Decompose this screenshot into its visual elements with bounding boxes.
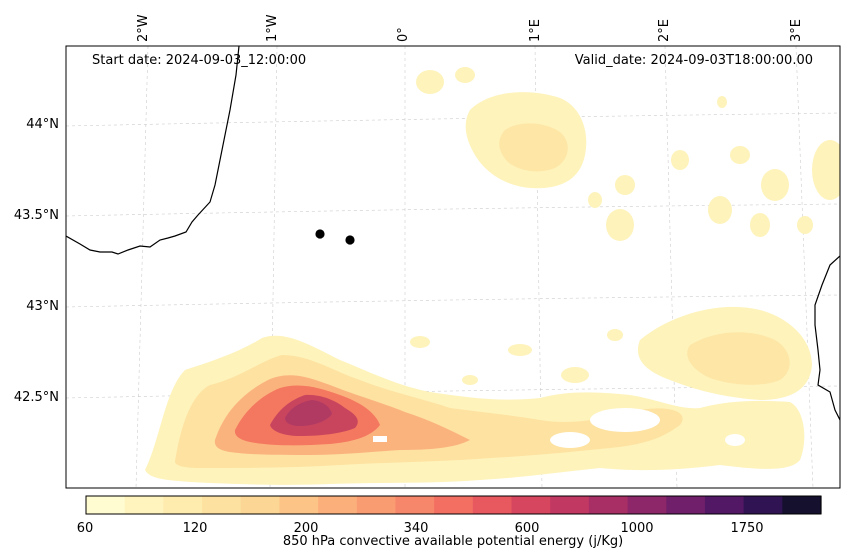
- cape-gaps: [373, 408, 745, 448]
- cape-region-east-inner: [687, 332, 790, 385]
- colorbar-frame: [85, 495, 822, 515]
- colorbar-segment: [163, 496, 203, 514]
- cape-region-north-inner: [499, 123, 568, 172]
- colorbar-segment: [356, 496, 397, 514]
- colorbar-segment: [202, 496, 242, 514]
- colorbar-segment: [86, 496, 126, 514]
- meridian-3e: [795, 46, 814, 488]
- colorbar-label: 850 hPa convective available potential e…: [283, 534, 623, 549]
- coastline-west: [66, 46, 240, 255]
- colorbar-segment: [472, 496, 513, 514]
- colorbar-segment: [666, 496, 706, 514]
- lat-label-44n: 44°N: [26, 117, 59, 132]
- map-frame: [65, 45, 841, 489]
- colorbar-segment: [743, 496, 783, 514]
- colorbar-segment: [511, 496, 551, 514]
- colorbar-segment: [395, 496, 435, 514]
- colorbar-tick-labels: 60 120 200 340 600 1000 1750: [77, 521, 764, 536]
- colorbar-segment: [588, 496, 629, 514]
- colorbar-tick-60: 60: [77, 521, 94, 536]
- parallel-43-5n: [66, 203, 840, 217]
- colorbar-tick-1750: 1750: [730, 521, 763, 536]
- lat-label-42-5n: 42.5°N: [14, 390, 59, 405]
- longitude-labels: 2°W 1°W 0° 1°E 2°E 3°E: [136, 14, 804, 42]
- lat-label-43n: 43°N: [26, 299, 59, 314]
- colorbar-tick-200: 200: [294, 521, 319, 536]
- lon-label-1w: 1°W: [265, 14, 280, 42]
- cape-scattered-patches: [410, 67, 840, 385]
- colorbar-segment: [124, 496, 164, 514]
- colorbar-segment: [434, 496, 474, 514]
- start-date-label: Start date: 2024-09-03_12:00:00: [92, 53, 306, 68]
- lon-label-1e: 1°E: [528, 19, 543, 42]
- coastline-east: [814, 255, 840, 421]
- latitude-labels: 44°N 43.5°N 43°N 42.5°N: [14, 117, 59, 405]
- colorbar-tick-340: 340: [404, 521, 429, 536]
- lon-label-2w: 2°W: [136, 14, 151, 42]
- map-plot-area: [66, 46, 840, 488]
- lat-label-43-5n: 43.5°N: [14, 208, 59, 223]
- colorbar-segment: [318, 496, 358, 514]
- coastlines: [66, 46, 840, 421]
- colorbar-segment: [704, 496, 745, 514]
- colorbar: [86, 496, 822, 514]
- colorbar-tick-120: 120: [183, 521, 208, 536]
- lon-label-3e: 3°E: [789, 19, 804, 42]
- parallel-43n: [66, 294, 840, 308]
- cape-field: [145, 67, 840, 485]
- colorbar-segment: [279, 496, 319, 514]
- lon-label-0: 0°: [396, 27, 411, 42]
- parallel-44n: [66, 112, 840, 127]
- location-marker-2: [345, 235, 355, 245]
- lon-label-2e: 2°E: [657, 19, 672, 42]
- colorbar-segment: [550, 496, 590, 514]
- meridian-2w: [135, 46, 149, 488]
- colorbar-segment: [782, 496, 822, 514]
- colorbar-tick-600: 600: [515, 521, 540, 536]
- colorbar-segment: [627, 496, 667, 514]
- cape-region-south-max: [285, 400, 332, 426]
- valid-date-label: Valid_date: 2024-09-03T18:00:00.00: [575, 53, 813, 68]
- colorbar-tick-1000: 1000: [620, 521, 653, 536]
- location-marker-1: [315, 229, 325, 239]
- colorbar-segment: [240, 496, 281, 514]
